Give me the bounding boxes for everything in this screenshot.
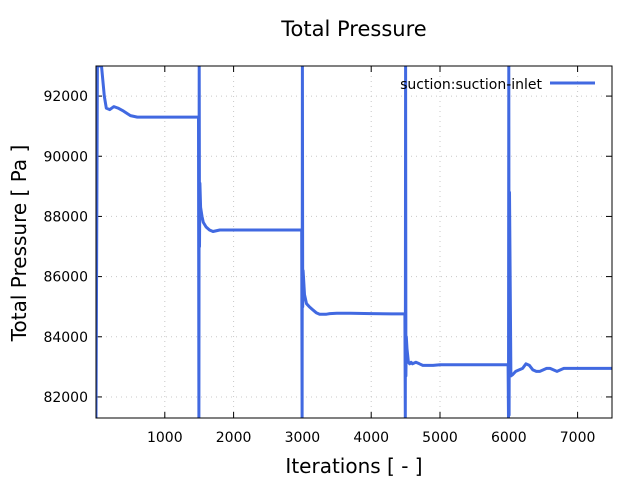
axis-ticks [96, 66, 612, 418]
y-axis-label: Total Pressure [ Pa ] [7, 145, 31, 343]
chart-title: Total Pressure [280, 17, 426, 41]
x-tick-label: 7000 [560, 430, 596, 446]
y-tick-label: 92000 [43, 89, 88, 105]
legend: suction:suction-inlet [400, 77, 595, 93]
legend-label: suction:suction-inlet [400, 77, 542, 93]
grid-lines [96, 66, 612, 418]
x-tick-label: 5000 [422, 430, 458, 446]
tick-labels: 1000 2000 3000 4000 5000 6000 7000 82000 84000 86… [43, 89, 595, 446]
x-tick-label: 6000 [491, 430, 527, 446]
y-tick-label: 90000 [43, 149, 88, 165]
series-group [96, 66, 612, 418]
x-tick-label: 3000 [285, 430, 321, 446]
y-tick-label: 84000 [43, 330, 88, 346]
x-axis-label: Iterations [ - ] [285, 454, 422, 478]
x-tick-label: 4000 [353, 430, 389, 446]
x-tick-label: 2000 [216, 430, 252, 446]
y-tick-label: 82000 [43, 390, 88, 406]
plot-frame [95, 65, 613, 419]
y-tick-label: 86000 [43, 270, 88, 286]
x-tick-label: 1000 [147, 430, 183, 446]
series-line [96, 66, 612, 418]
y-tick-label: 88000 [43, 209, 88, 225]
